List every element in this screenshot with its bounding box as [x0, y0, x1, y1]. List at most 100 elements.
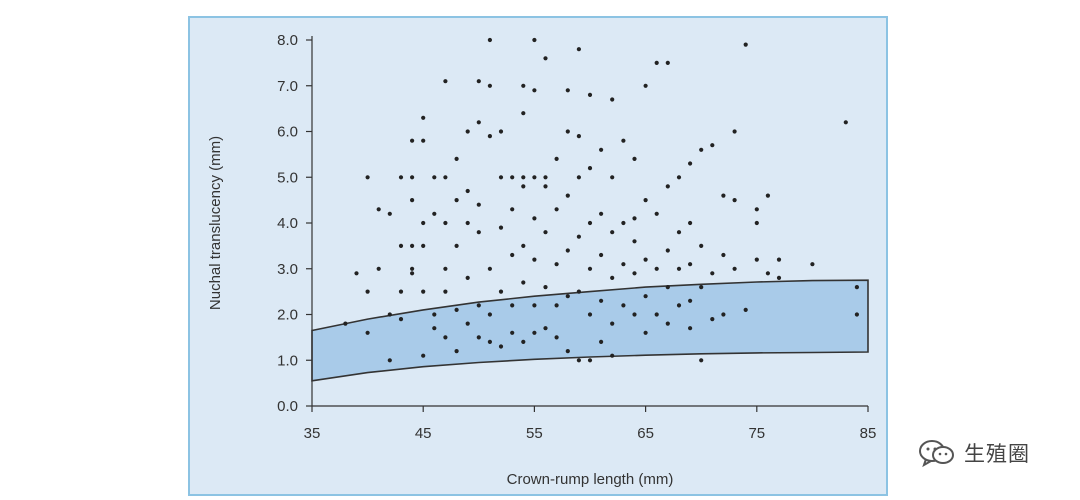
- data-point: [632, 271, 637, 276]
- data-point: [487, 134, 492, 139]
- data-point: [676, 266, 682, 271]
- data-point: [610, 97, 615, 102]
- data-point: [532, 257, 537, 262]
- data-point: [410, 138, 415, 143]
- data-point: [776, 257, 782, 262]
- data-point: [576, 175, 581, 180]
- x-tick-label: 65: [637, 425, 654, 442]
- data-point: [587, 220, 593, 226]
- data-point: [398, 317, 404, 322]
- data-point: [743, 307, 748, 312]
- data-point: [365, 175, 370, 180]
- data-point: [554, 335, 559, 340]
- data-point: [643, 257, 648, 262]
- x-axis-title: Crown-rump length (mm): [507, 471, 674, 488]
- reference-band-layer: [311, 279, 869, 382]
- data-point: [610, 275, 615, 280]
- data-point: [565, 294, 570, 299]
- data-point: [498, 225, 504, 230]
- data-point: [443, 79, 448, 84]
- data-point: [699, 243, 704, 248]
- data-point: [521, 280, 526, 285]
- data-point: [476, 230, 481, 235]
- data-point: [532, 175, 537, 180]
- data-point: [621, 220, 626, 226]
- data-point: [465, 321, 470, 326]
- reference-band: [311, 279, 869, 382]
- data-point: [632, 156, 637, 161]
- data-point: [565, 193, 570, 198]
- data-point: [732, 129, 737, 134]
- data-point: [688, 220, 693, 226]
- data-point: [521, 83, 526, 88]
- data-point: [443, 220, 448, 226]
- data-point: [454, 307, 459, 312]
- data-point: [421, 243, 426, 248]
- data-point: [521, 175, 526, 180]
- y-tick-label: 0.0: [277, 398, 298, 415]
- data-point: [721, 312, 726, 317]
- data-point: [421, 289, 426, 294]
- data-point: [843, 120, 848, 125]
- y-tick-label: 5.0: [277, 169, 298, 186]
- data-point: [721, 252, 726, 258]
- scatter-chart: 35 45 55 65 75 850.01.02.03.04.05.06.07.08.0 …: [207, 32, 876, 488]
- data-point: [599, 211, 604, 216]
- data-point: [610, 175, 615, 180]
- data-point: [476, 335, 481, 340]
- data-point: [754, 207, 759, 212]
- data-point: [476, 79, 481, 84]
- data-point: [521, 243, 526, 248]
- data-point: [621, 262, 626, 267]
- data-point: [465, 188, 470, 194]
- data-point: [554, 207, 559, 212]
- data-point: [643, 330, 648, 335]
- data-point: [854, 312, 860, 317]
- data-point: [465, 275, 470, 280]
- data-point: [432, 326, 437, 331]
- data-point: [732, 198, 737, 203]
- data-point: [421, 353, 426, 358]
- data-point: [621, 138, 626, 143]
- data-point: [454, 243, 459, 248]
- data-point: [532, 216, 537, 221]
- data-point: [410, 266, 415, 271]
- data-point: [632, 312, 637, 317]
- data-point: [465, 220, 470, 226]
- y-tick-label: 6.0: [277, 124, 298, 141]
- data-point: [665, 285, 670, 290]
- data-point: [576, 134, 581, 139]
- data-point: [454, 349, 459, 354]
- data-point: [599, 298, 604, 303]
- data-point: [610, 353, 615, 358]
- data-point: [754, 220, 759, 226]
- data-point: [398, 289, 404, 294]
- data-point: [688, 262, 693, 267]
- data-point: [476, 303, 481, 308]
- data-point: [565, 129, 570, 134]
- data-point: [587, 166, 593, 171]
- data-point: [543, 326, 548, 331]
- data-point: [676, 230, 682, 235]
- data-point: [599, 252, 604, 258]
- data-point: [510, 252, 515, 258]
- data-point: [498, 175, 504, 180]
- data-point: [365, 289, 370, 294]
- data-point: [654, 211, 659, 216]
- data-point: [443, 289, 448, 294]
- data-point: [510, 330, 515, 335]
- data-points-layer: [343, 37, 860, 363]
- data-point: [710, 317, 715, 322]
- data-point: [643, 294, 648, 299]
- data-point: [343, 321, 348, 326]
- data-point: [587, 358, 593, 363]
- data-point: [610, 230, 615, 235]
- data-point: [576, 47, 581, 52]
- data-point: [421, 138, 426, 143]
- data-point: [688, 326, 693, 331]
- data-point: [398, 175, 404, 180]
- data-point: [654, 60, 659, 65]
- data-point: [643, 83, 648, 88]
- data-point: [554, 156, 559, 161]
- data-point: [510, 303, 515, 308]
